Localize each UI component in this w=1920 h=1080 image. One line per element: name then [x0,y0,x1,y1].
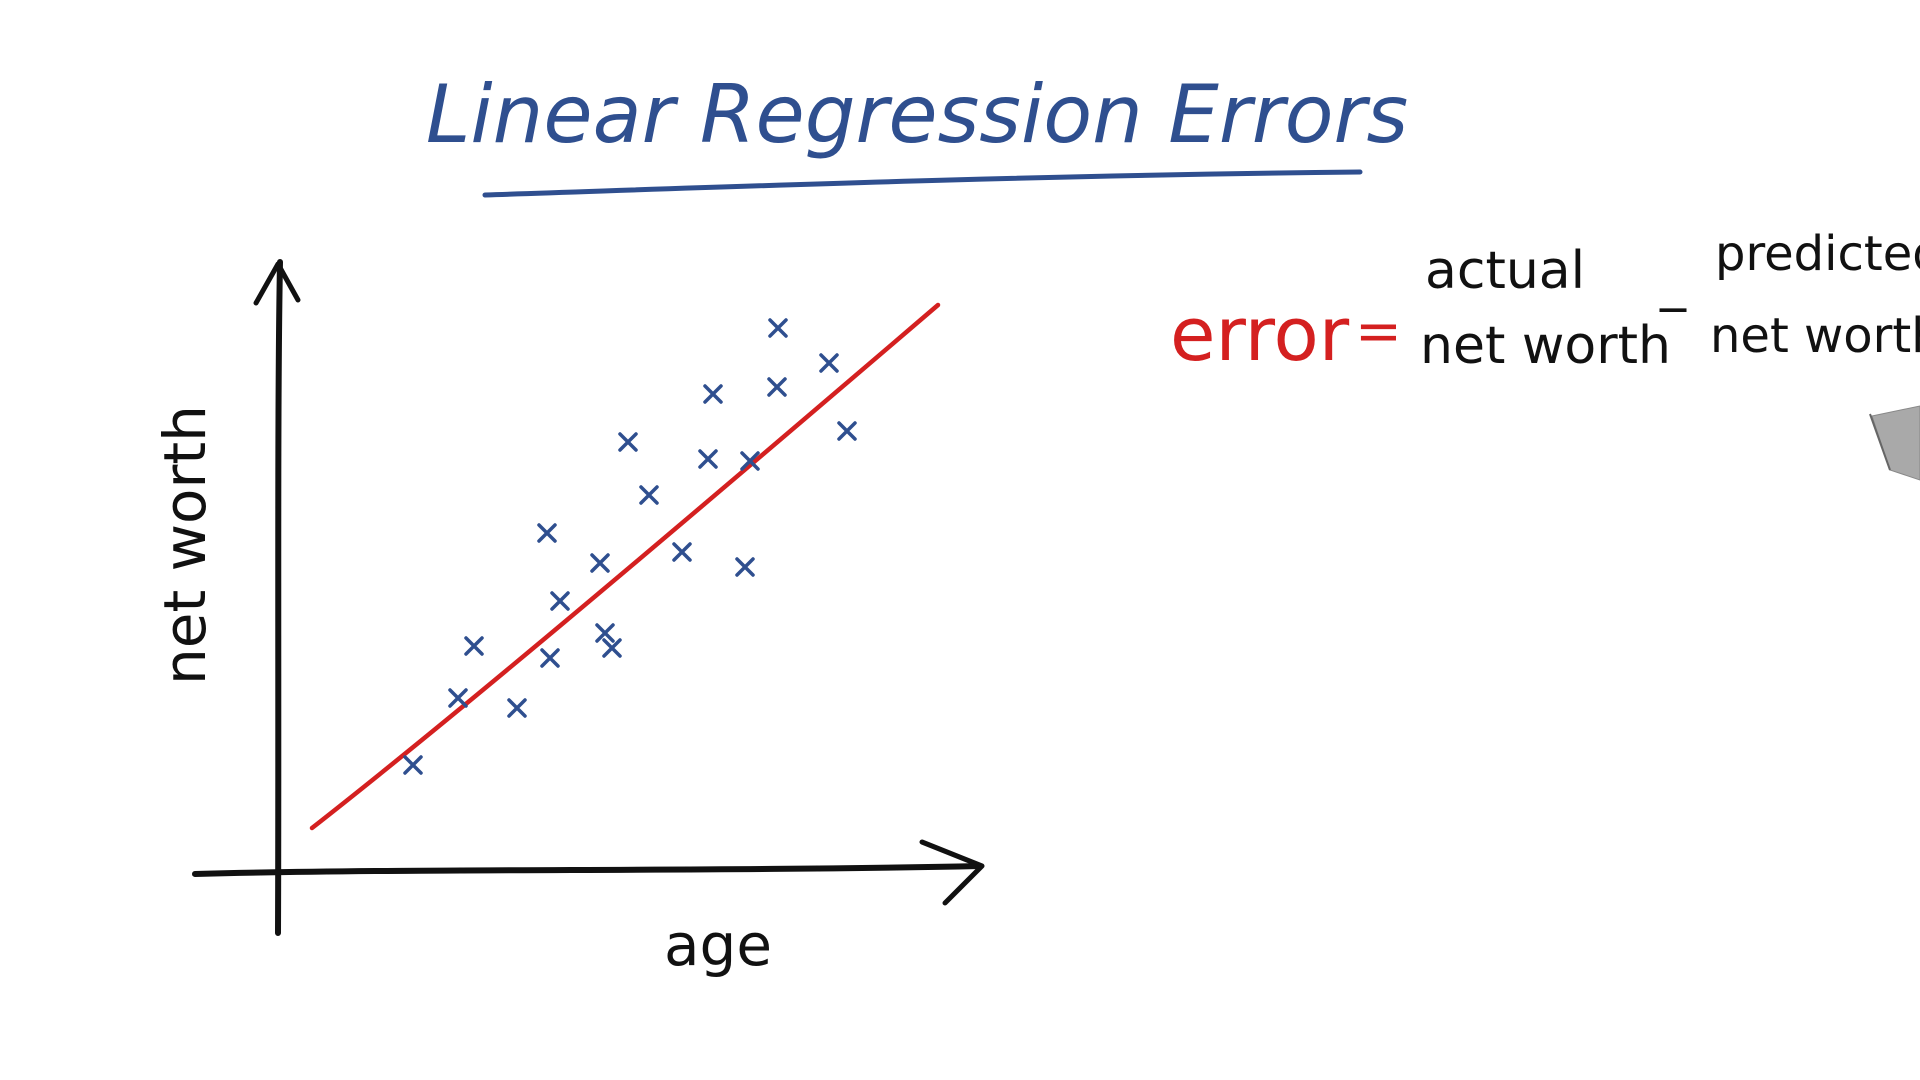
formula-actual-label: actual [1425,241,1585,301]
scatter-point-5 [618,432,638,452]
formula-error-term: error [1170,292,1350,378]
x-axis-label: age [664,911,772,979]
formula-actual-net-worth-label: net worth [1420,316,1671,376]
formula-equals-sign: = [1355,299,1402,364]
y-axis [253,259,301,936]
scatter-point-16 [448,688,468,708]
y-axis-label: net worth [151,405,219,685]
scatter-point-21 [735,557,755,577]
scatter-point-14 [595,623,615,643]
scatter-point-3 [767,377,787,397]
scatter-point-4 [819,353,839,373]
marker-pen-icon [1869,405,1920,481]
scatter-points [403,318,857,775]
scatter-point-6 [698,449,718,469]
x-axis-arrowhead [919,839,985,906]
page-title: Linear Regression Errors [426,68,1408,161]
scatter-point-20 [403,755,423,775]
formula-predicted-label: predicted [1715,226,1920,282]
scatter-point-17 [540,648,560,668]
formula-predicted-net-worth-label: net worth [1710,308,1920,364]
scatter-point-9 [639,485,659,505]
scatter-point-12 [672,542,692,562]
x-axis [192,839,985,906]
scatter-point-1 [768,318,788,338]
scatter-point-19 [507,698,527,718]
formula-minus-sign: _ [1659,253,1687,313]
scatter-point-18 [602,638,622,658]
y-axis-arrowhead [253,261,301,306]
scatter-point-2 [703,384,723,404]
title-underline [482,169,1363,198]
scatter-point-10 [537,523,557,543]
error-formula: error = actual net worth _ predicted net… [1170,226,1920,378]
scatter-point-11 [590,553,610,573]
scatter-point-8 [837,421,857,441]
regression-line [309,302,941,831]
scatter-point-7 [740,451,760,471]
scatter-point-15 [464,636,484,656]
scatter-point-13 [550,591,570,611]
